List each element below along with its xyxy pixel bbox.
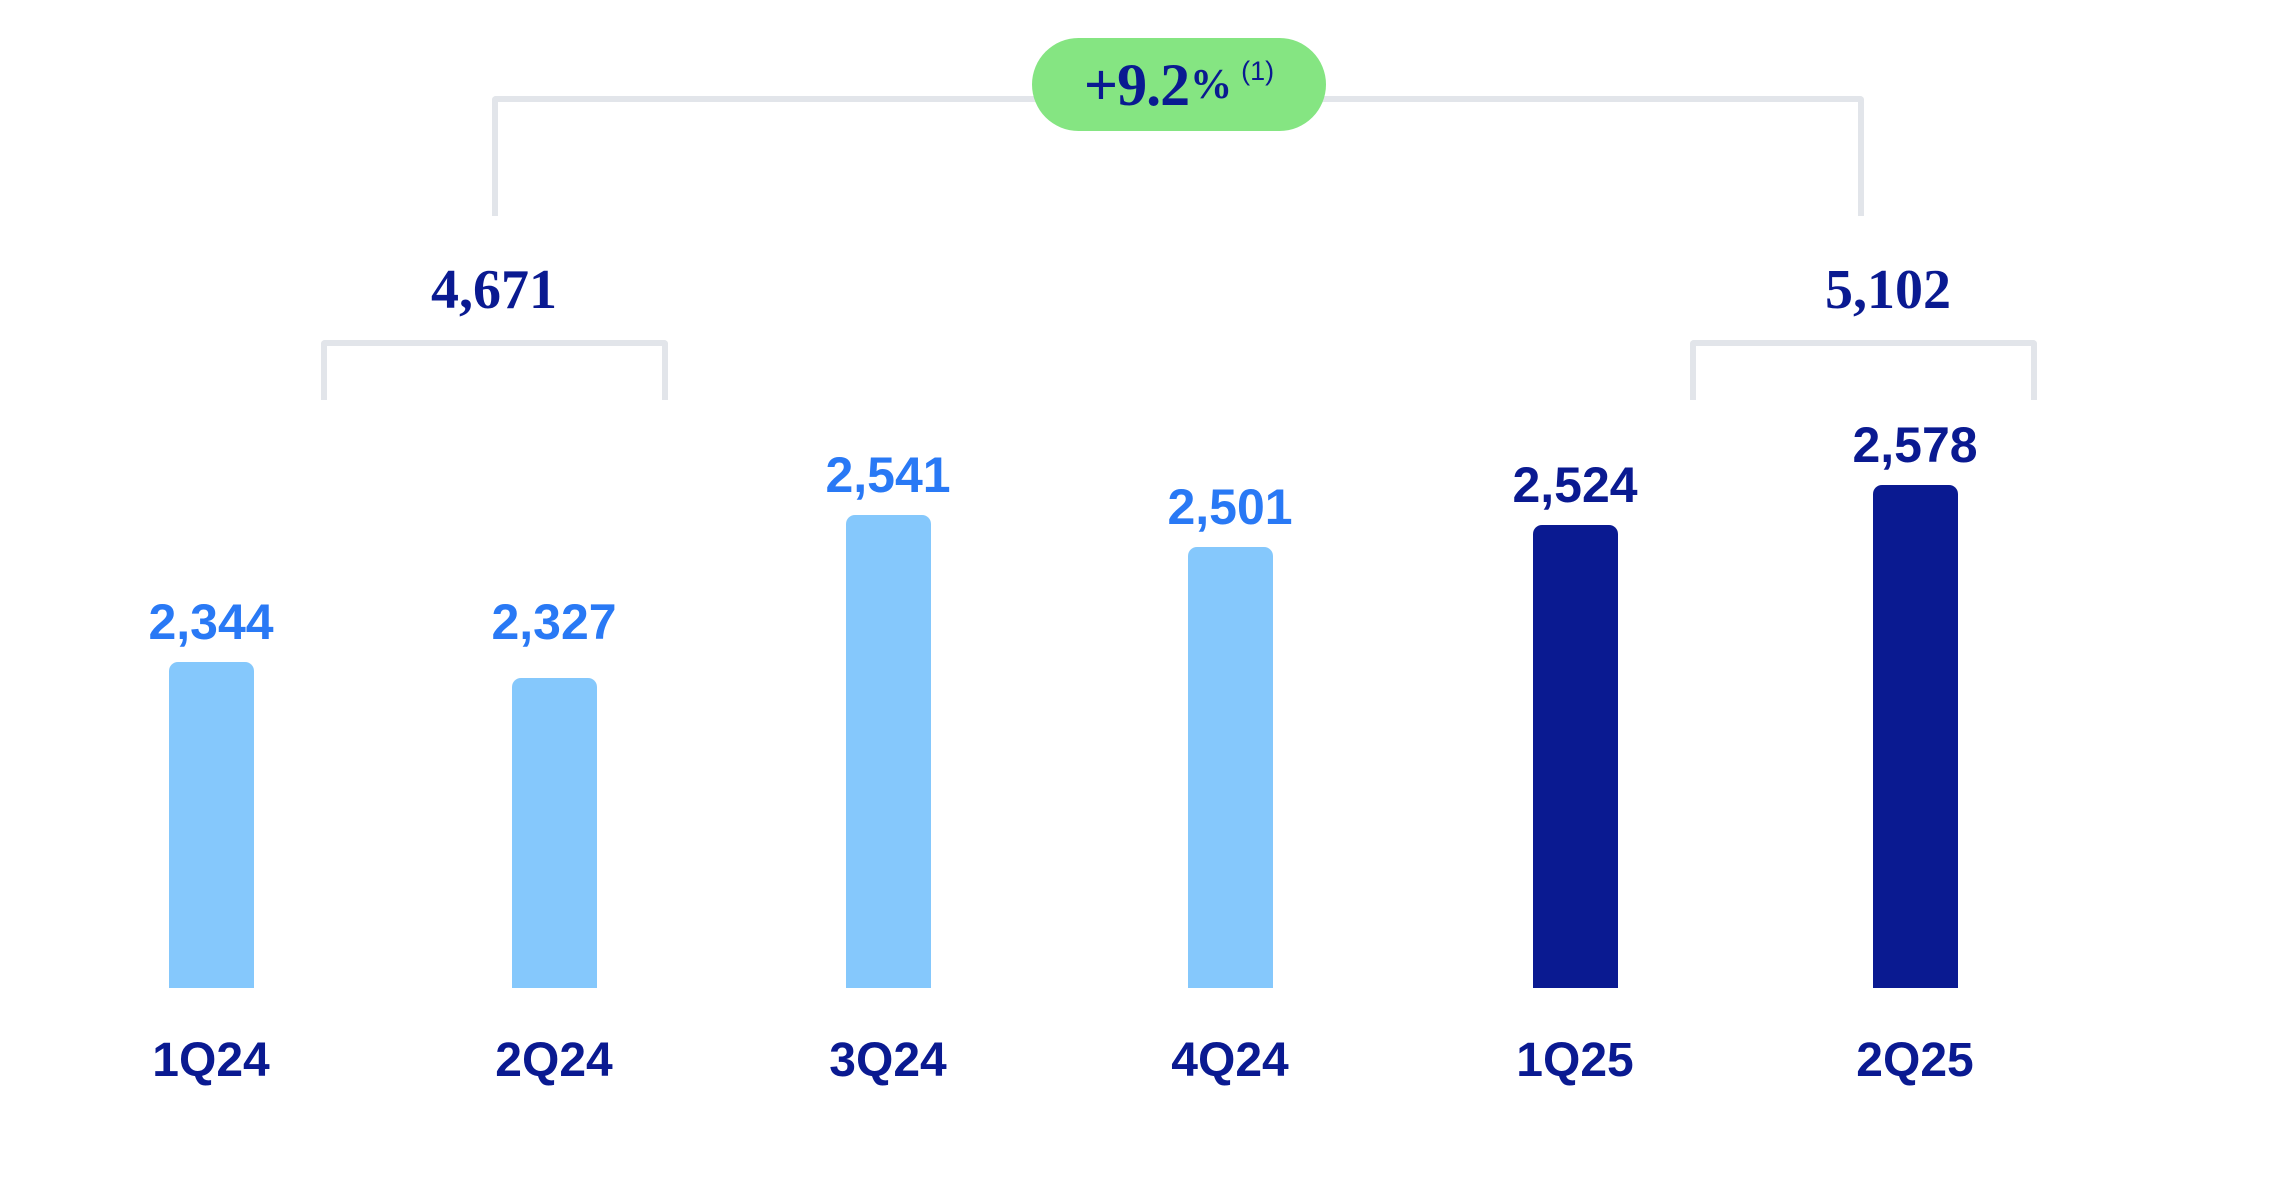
- growth-value: +9.2: [1083, 51, 1190, 118]
- group-total-2025: 5,102: [1825, 259, 1951, 321]
- bar-label-2q25: 2Q25: [1856, 1034, 1974, 1087]
- bar-column-1q25: 2,524 1Q25: [1405, 0, 1745, 1189]
- bar-rect-1q24[interactable]: [169, 662, 254, 988]
- growth-footnote: (1): [1241, 56, 1275, 86]
- bracket-group-2024: [321, 340, 668, 400]
- bar-value-1q24: 2,344: [148, 594, 274, 650]
- bar-column-4q24: 2,501 4Q24: [1060, 0, 1400, 1189]
- bar-rect-1q25[interactable]: [1533, 525, 1618, 988]
- bar-rect-2q24[interactable]: [512, 678, 597, 988]
- bar-column-2q25: 2,578 2Q25: [1745, 0, 2085, 1189]
- growth-unit: %: [1190, 61, 1233, 108]
- bar-rect-4q24[interactable]: [1188, 547, 1273, 988]
- bar-column-2q24: 2,327 2Q24: [384, 0, 724, 1189]
- bar-value-3q24: 2,541: [825, 447, 951, 503]
- bar-value-4q24: 2,501: [1167, 479, 1293, 535]
- group-total-2024: 4,671: [431, 259, 557, 321]
- bar-label-4q24: 4Q24: [1171, 1034, 1289, 1087]
- bar-column-3q24: 2,541 3Q24: [718, 0, 1058, 1189]
- bar-rect-3q24[interactable]: [846, 515, 931, 988]
- bar-label-1q25: 1Q25: [1516, 1034, 1634, 1087]
- growth-badge: +9.2 % (1): [1032, 38, 1326, 131]
- bar-column-1q24: 2,344 1Q24: [41, 0, 381, 1189]
- bar-label-1q24: 1Q24: [152, 1034, 270, 1087]
- bar-label-2q24: 2Q24: [495, 1034, 613, 1087]
- bar-value-2q24: 2,327: [491, 594, 617, 650]
- bar-label-3q24: 3Q24: [829, 1034, 947, 1087]
- bar-value-1q25: 2,524: [1512, 457, 1638, 513]
- bar-value-2q25: 2,578: [1852, 417, 1978, 473]
- bar-rect-2q25[interactable]: [1873, 485, 1958, 988]
- bracket-group-2025: [1690, 340, 2037, 400]
